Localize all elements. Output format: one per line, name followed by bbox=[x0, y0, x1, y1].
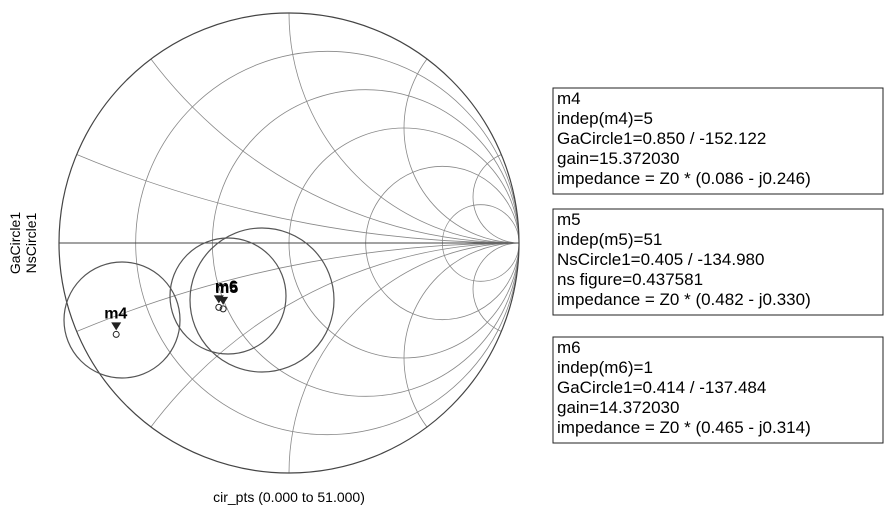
marker-label: m5 bbox=[215, 280, 238, 297]
reactance-arc bbox=[403, 13, 519, 244]
reactance-arc bbox=[403, 242, 519, 473]
ga-ns-circles bbox=[63, 227, 335, 379]
readout-line: m6 bbox=[557, 338, 581, 357]
readout-box bbox=[552, 87, 884, 195]
marker-point bbox=[112, 330, 120, 338]
readout-line: NsCircle1=0.405 / -134.980 bbox=[557, 250, 764, 269]
readout-box bbox=[552, 336, 884, 444]
readout-line: m5 bbox=[557, 210, 581, 229]
marker-point bbox=[219, 305, 227, 313]
readout-line: m4 bbox=[557, 89, 581, 108]
marker-label: m6 bbox=[215, 278, 238, 295]
ga-circle bbox=[63, 261, 181, 379]
reactance-arc bbox=[472, 242, 519, 336]
readout-line: gain=14.372030 bbox=[557, 398, 679, 417]
readout-line: gain=15.372030 bbox=[557, 149, 679, 168]
marker-triangle bbox=[213, 295, 224, 304]
readout-line: GaCircle1=0.414 / -137.484 bbox=[557, 378, 766, 397]
ga-circle bbox=[189, 227, 335, 373]
readout-box bbox=[552, 208, 884, 316]
readout-line: impedance = Z0 * (0.482 - j0.330) bbox=[557, 290, 811, 309]
readout-line: indep(m4)=5 bbox=[557, 109, 653, 128]
readout-line: impedance = Z0 * (0.086 - j0.246) bbox=[557, 169, 811, 188]
readout-line: ns figure=0.437581 bbox=[557, 270, 703, 289]
readout-line: indep(m5)=51 bbox=[557, 230, 662, 249]
marker-point bbox=[215, 303, 223, 311]
y-label: NsCircle1 bbox=[23, 212, 39, 273]
y-label: GaCircle1 bbox=[7, 212, 23, 274]
readout-line: impedance = Z0 * (0.465 - j0.314) bbox=[557, 418, 811, 437]
ns-circle bbox=[169, 237, 287, 355]
marker-label: m4 bbox=[104, 305, 127, 322]
marker-triangle bbox=[111, 322, 122, 331]
readout-line: GaCircle1=0.850 / -152.122 bbox=[557, 129, 766, 148]
x-label: cir_pts (0.000 to 51.000) bbox=[213, 489, 365, 505]
reactance-arc bbox=[472, 150, 519, 244]
readout-line: indep(m6)=1 bbox=[557, 358, 653, 377]
